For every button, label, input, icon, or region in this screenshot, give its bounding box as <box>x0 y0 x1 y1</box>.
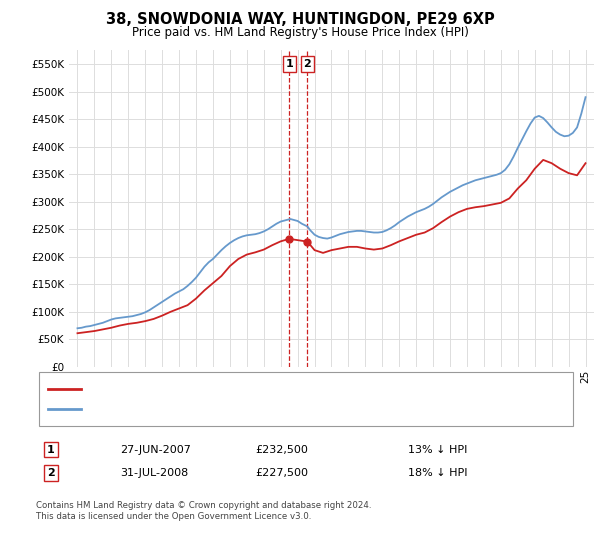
Text: £232,500: £232,500 <box>256 445 308 455</box>
Text: 27-JUN-2007: 27-JUN-2007 <box>120 445 191 455</box>
Text: Price paid vs. HM Land Registry's House Price Index (HPI): Price paid vs. HM Land Registry's House … <box>131 26 469 39</box>
Text: £227,500: £227,500 <box>256 468 308 478</box>
Text: 31-JUL-2008: 31-JUL-2008 <box>120 468 188 478</box>
Text: 2: 2 <box>304 59 311 69</box>
Text: Contains HM Land Registry data © Crown copyright and database right 2024.
This d: Contains HM Land Registry data © Crown c… <box>36 501 371 521</box>
Text: 13% ↓ HPI: 13% ↓ HPI <box>408 445 467 455</box>
Text: 1: 1 <box>47 445 55 455</box>
Text: 1: 1 <box>285 59 293 69</box>
Text: 38, SNOWDONIA WAY, HUNTINGDON, PE29 6XP: 38, SNOWDONIA WAY, HUNTINGDON, PE29 6XP <box>106 12 494 27</box>
Text: 18% ↓ HPI: 18% ↓ HPI <box>408 468 467 478</box>
Text: 2: 2 <box>47 468 55 478</box>
Text: 38, SNOWDONIA WAY, HUNTINGDON, PE29 6XP (detached house): 38, SNOWDONIA WAY, HUNTINGDON, PE29 6XP … <box>90 384 432 394</box>
Text: HPI: Average price, detached house, Huntingdonshire: HPI: Average price, detached house, Hunt… <box>90 404 370 414</box>
